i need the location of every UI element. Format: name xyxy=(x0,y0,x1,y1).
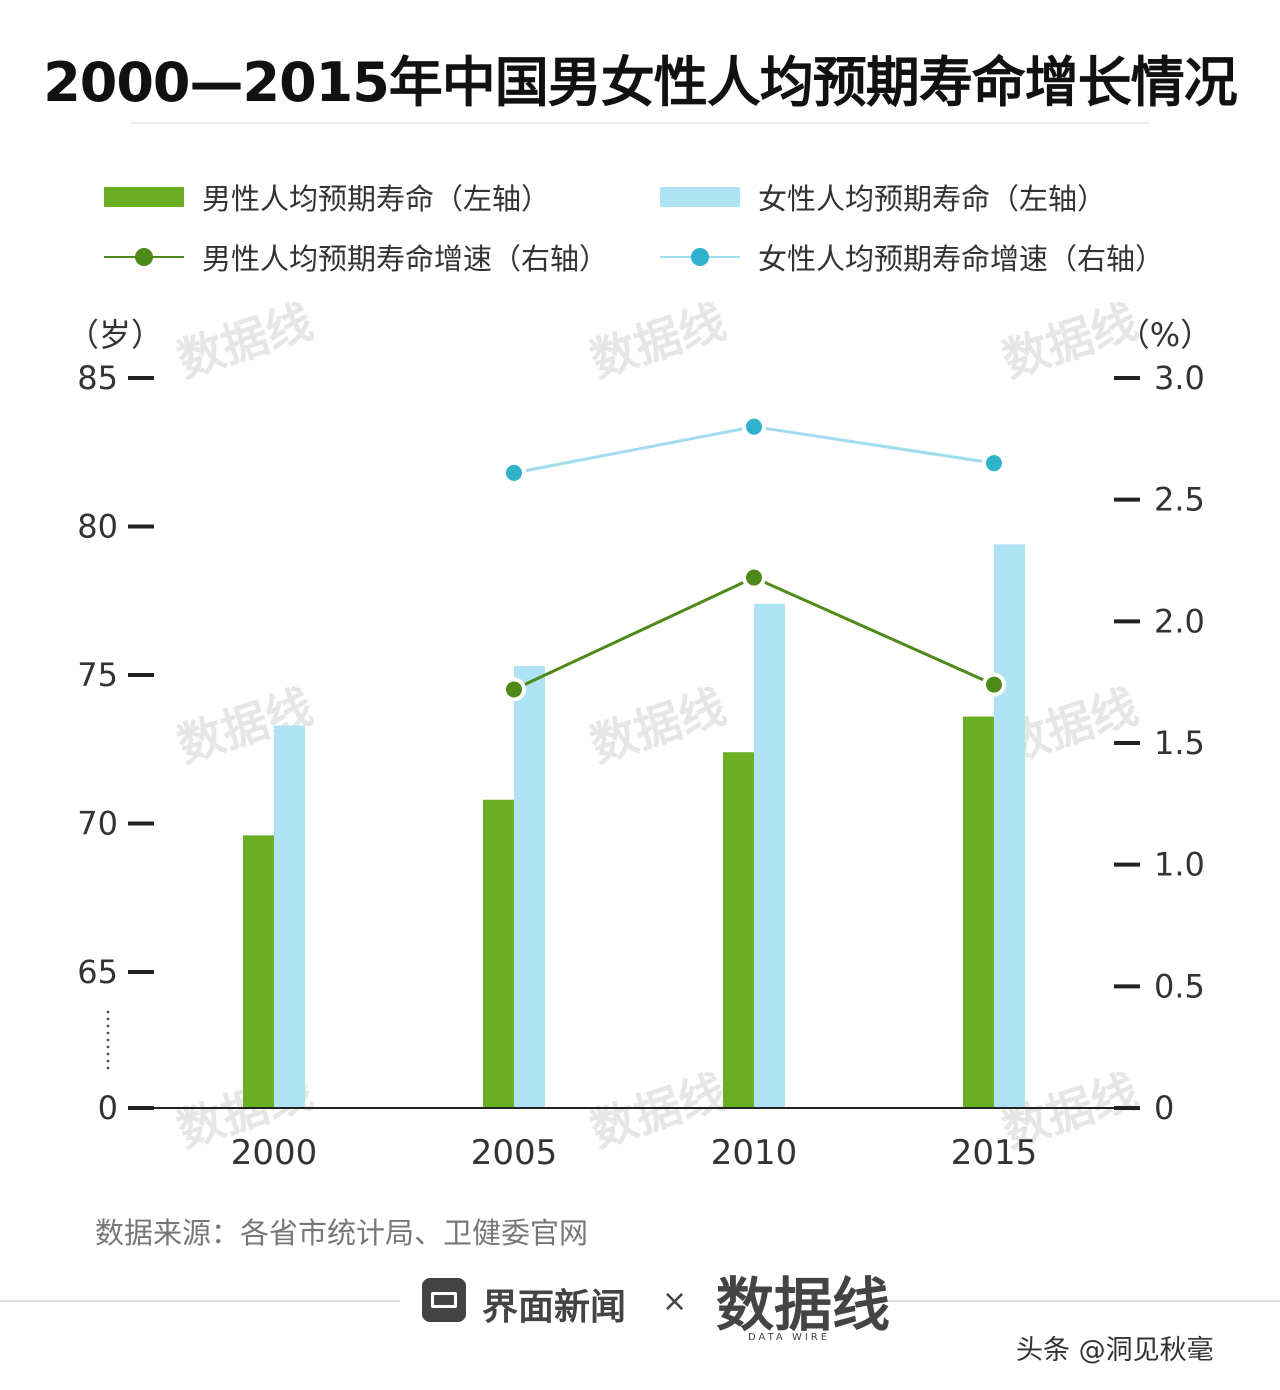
male-bar xyxy=(963,716,994,1108)
legend-male-bar-label: 男性人均预期寿命（左轴） xyxy=(202,182,551,216)
right-tick-label: 0.5 xyxy=(1154,967,1205,1005)
right-tick-label: 1.0 xyxy=(1154,846,1205,884)
left-tick-label: 70 xyxy=(77,805,118,843)
footer-divider-left xyxy=(0,1300,400,1302)
data-source: 数据来源：各省市统计局、卫健委官网 xyxy=(95,1216,589,1250)
axis-break-dot xyxy=(106,1010,110,1014)
axis-break-dot xyxy=(106,1038,110,1042)
legend-male-line: 男性人均预期寿命增速（右轴） xyxy=(104,236,608,278)
left-tick-label: 65 xyxy=(77,953,118,991)
legend-male-line-swatch xyxy=(104,247,184,267)
right-tick-label: 1.5 xyxy=(1154,724,1205,762)
footer-divider-right xyxy=(880,1300,1280,1302)
left-tick-label: 85 xyxy=(77,359,118,397)
female-growth-point xyxy=(506,464,522,481)
x-tick-label: 2015 xyxy=(951,1133,1038,1173)
axes-group: 0 65 70 75 80 85 （岁） 0 0.5 1.0 1.5 2.0 2.5 3.0 （%） 2000… xyxy=(67,316,1212,1173)
male-growth-point xyxy=(746,569,762,586)
legend-female-bar-label: 女性人均预期寿命（左轴） xyxy=(758,182,1107,216)
axis-break-dot xyxy=(106,1045,110,1049)
legend-male-line-label: 男性人均预期寿命增速（右轴） xyxy=(202,242,609,276)
axis-break-dot xyxy=(106,1052,110,1056)
axis-break-dot xyxy=(106,1024,110,1028)
chart-title: 2000—2015年中国男女性人均预期寿命增长情况 xyxy=(43,51,1238,114)
legend-female-bar: 女性人均预期寿命（左轴） xyxy=(660,176,1106,218)
brand-logo-icon xyxy=(422,1278,466,1322)
female-growth-point xyxy=(986,455,1002,472)
right-tick-label: 0 xyxy=(1154,1089,1174,1127)
right-tick-label: 3.0 xyxy=(1154,359,1205,397)
partner-logo: 数据线 xyxy=(716,1271,891,1339)
left-axis-unit: （岁） xyxy=(67,316,163,354)
brand-name: 界面新闻 xyxy=(482,1287,627,1328)
left-tick-label: 75 xyxy=(77,656,118,694)
legend-female-line-swatch xyxy=(660,247,740,267)
title-divider xyxy=(130,122,1150,124)
bars-group xyxy=(243,544,1025,1108)
left-tick-label: 80 xyxy=(77,508,118,546)
axis-break-dot xyxy=(106,1066,110,1070)
male-bar xyxy=(243,835,274,1108)
male-bar xyxy=(723,752,754,1108)
legend-male-bar: 男性人均预期寿命（左轴） xyxy=(104,176,550,218)
x-tick-label: 2005 xyxy=(471,1133,558,1173)
axis-break-dot xyxy=(106,1031,110,1035)
left-tick-label: 0 xyxy=(98,1089,118,1127)
lines-group xyxy=(502,414,1006,702)
legend-female-bar-swatch xyxy=(660,187,740,207)
x-tick-label: 2010 xyxy=(711,1133,798,1173)
credit-watermark: 头条 @洞见秋毫 xyxy=(1016,1335,1214,1366)
legend-female-line: 女性人均预期寿命增速（右轴） xyxy=(660,236,1164,278)
female-bar xyxy=(994,544,1025,1108)
right-tick-label: 2.0 xyxy=(1154,602,1205,640)
female-bar xyxy=(754,603,785,1108)
right-axis-unit: （%） xyxy=(1118,316,1212,354)
x-tick-label: 2000 xyxy=(231,1133,318,1173)
brand-times: × xyxy=(662,1284,688,1319)
axis-break-dot xyxy=(106,1017,110,1021)
legend-female-line-label: 女性人均预期寿命增速（右轴） xyxy=(758,242,1165,276)
male-bar xyxy=(483,799,514,1108)
partner-logo-subtitle: DATA WIRE xyxy=(748,1332,831,1343)
male-growth-point xyxy=(506,681,522,698)
female-bar xyxy=(514,666,545,1108)
legend-male-bar-swatch xyxy=(104,187,184,207)
axis-break-dot xyxy=(106,1059,110,1063)
male-growth-point xyxy=(986,676,1002,693)
right-tick-label: 2.5 xyxy=(1154,481,1205,519)
female-bar xyxy=(274,725,305,1108)
female-growth-point xyxy=(746,418,762,435)
